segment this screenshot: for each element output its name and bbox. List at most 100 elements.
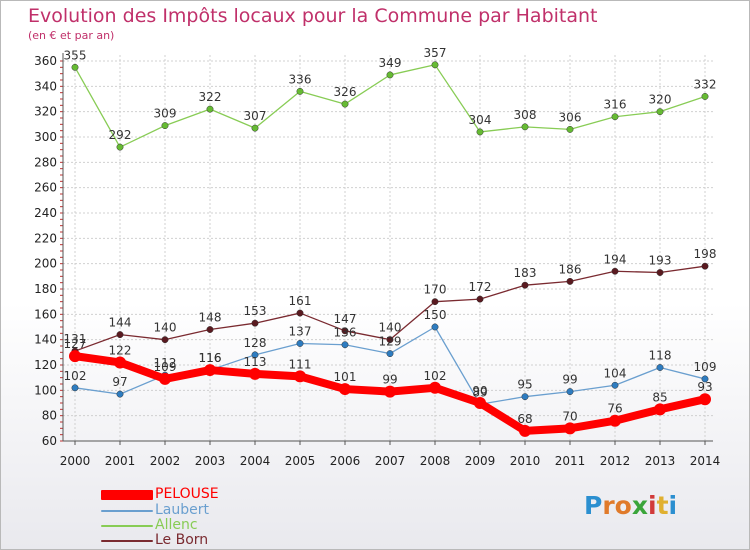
data-point-allenc [71, 63, 79, 71]
data-label-pelouse: 109 [154, 360, 177, 374]
data-point-pelouse [609, 414, 621, 427]
data-label-allenc: 304 [469, 113, 492, 127]
data-label-allenc: 292 [109, 128, 132, 142]
data-point-laubert [341, 341, 349, 349]
data-label-pelouse: 116 [199, 351, 222, 365]
logo-letter: r [602, 491, 615, 520]
data-label-pelouse: 90 [472, 384, 487, 398]
logo-letter: o [614, 491, 632, 520]
data-label-allenc: 316 [604, 98, 627, 112]
data-point-pelouse [159, 372, 171, 385]
legend-item-pelouse: PELOUSE [101, 486, 321, 502]
data-point-pelouse [429, 381, 441, 394]
data-point-le-born [431, 298, 439, 306]
proxiti-logo: Proxiti [584, 491, 677, 520]
data-label-laubert: 95 [517, 378, 532, 392]
data-label-pelouse: 93 [697, 380, 712, 394]
data-label-allenc: 322 [199, 90, 222, 104]
data-point-laubert [521, 393, 529, 401]
y-tick-label: 240 [34, 206, 57, 220]
data-label-le-born: 140 [379, 321, 402, 335]
y-tick-label: 60 [42, 434, 57, 448]
x-tick-label: 2013 [645, 454, 676, 468]
data-label-pelouse: 70 [562, 409, 577, 423]
data-point-allenc [431, 61, 439, 69]
data-point-le-born [341, 327, 349, 335]
data-label-laubert: 104 [604, 366, 627, 380]
data-label-pelouse: 127 [64, 337, 87, 351]
data-point-allenc [566, 125, 574, 133]
x-tick-label: 2014 [690, 454, 721, 468]
legend-item-le-born: Le Born [101, 532, 321, 548]
data-point-laubert [251, 351, 259, 359]
data-point-pelouse [699, 393, 711, 406]
data-point-le-born [476, 295, 484, 303]
data-point-allenc [161, 122, 169, 130]
data-label-pelouse: 101 [334, 370, 357, 384]
data-label-pelouse: 111 [289, 357, 312, 371]
data-label-pelouse: 99 [382, 373, 397, 387]
data-label-pelouse: 113 [244, 355, 267, 369]
x-tick-label: 2004 [240, 454, 271, 468]
data-label-laubert: 99 [562, 373, 577, 387]
data-point-le-born [206, 326, 214, 333]
data-point-allenc [206, 105, 214, 113]
data-point-pelouse [294, 370, 306, 383]
data-label-laubert: 109 [694, 360, 717, 374]
data-label-le-born: 147 [334, 312, 357, 326]
data-label-pelouse: 102 [424, 369, 447, 383]
legend-label-pelouse: PELOUSE [155, 486, 219, 502]
legend-label-allenc: Allenc [155, 517, 198, 533]
chart-subtitle: (en € et par an) [28, 29, 115, 42]
data-label-le-born: 131 [64, 332, 87, 346]
legend-item-laubert: Laubert [101, 502, 321, 518]
data-label-allenc: 326 [334, 85, 357, 99]
data-label-le-born: 183 [514, 266, 537, 280]
data-label-allenc: 349 [379, 56, 402, 70]
data-label-laubert: 150 [424, 308, 447, 322]
y-tick-label: 360 [34, 54, 57, 68]
data-label-laubert: 118 [649, 349, 672, 363]
data-point-laubert [656, 364, 664, 371]
data-point-le-born [566, 277, 574, 285]
data-point-allenc [656, 108, 664, 116]
data-point-allenc [251, 124, 259, 132]
y-tick-label: 280 [34, 155, 57, 169]
data-point-le-born [386, 336, 394, 344]
legend-swatch-le-born [101, 540, 153, 542]
data-label-laubert: 137 [289, 324, 312, 338]
x-tick-label: 2012 [600, 454, 631, 468]
data-point-le-born [701, 262, 709, 270]
logo-letter: i [648, 491, 657, 520]
y-tick-label: 340 [34, 79, 57, 93]
data-label-le-born: 194 [604, 252, 627, 266]
y-tick-label: 80 [42, 409, 57, 423]
data-label-allenc: 309 [154, 107, 177, 121]
y-tick-label: 180 [34, 282, 57, 296]
data-label-le-born: 172 [469, 280, 492, 294]
data-point-laubert [116, 390, 124, 398]
data-point-laubert [431, 323, 439, 331]
logo-letter: i [668, 491, 678, 520]
data-label-pelouse: 122 [109, 343, 132, 357]
data-point-pelouse [339, 383, 351, 396]
data-point-le-born [251, 319, 259, 327]
data-label-le-born: 148 [199, 311, 222, 325]
y-tick-label: 160 [34, 307, 57, 321]
legend-swatch-allenc [101, 525, 153, 527]
data-point-allenc [296, 87, 304, 95]
data-point-allenc [701, 93, 709, 100]
legend-label-le-born: Le Born [155, 532, 209, 548]
data-label-laubert: 128 [244, 336, 267, 350]
data-point-le-born [116, 331, 124, 339]
data-point-le-born [656, 269, 664, 276]
x-tick-label: 2003 [195, 454, 226, 468]
data-label-laubert: 102 [64, 369, 87, 383]
x-tick-label: 2000 [60, 454, 91, 468]
legend-label-laubert: Laubert [155, 502, 209, 518]
data-point-allenc [341, 100, 349, 108]
data-label-le-born: 161 [289, 294, 312, 308]
x-tick-label: 2006 [330, 454, 361, 468]
data-label-pelouse: 68 [517, 412, 532, 426]
y-tick-label: 120 [34, 358, 57, 372]
